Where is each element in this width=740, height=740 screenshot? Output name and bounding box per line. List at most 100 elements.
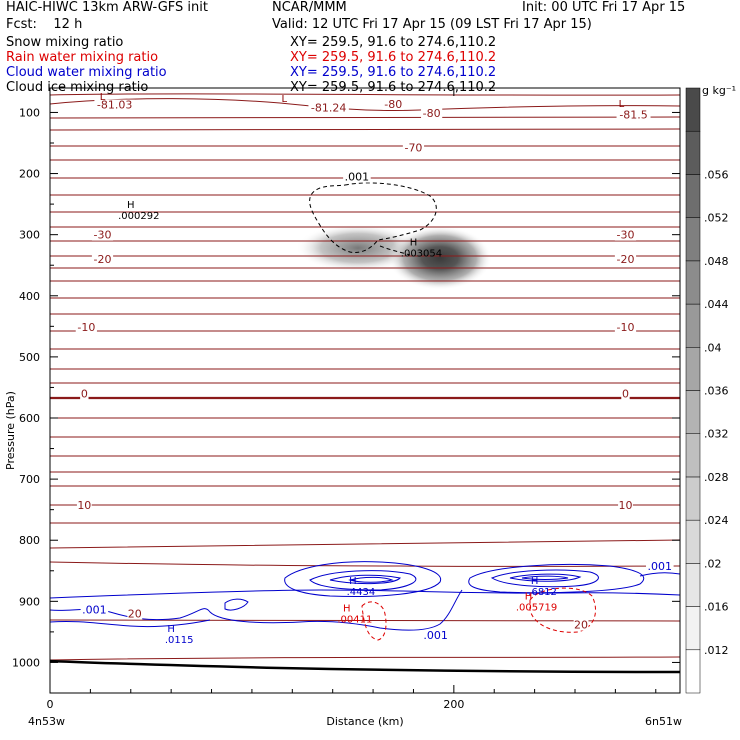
mixing-ratio-contour-label-bg [421,629,450,641]
field-xy-snow: XY= 259.5, 91.6 to 274.6,110.2 [290,35,497,50]
cloud-water-contour [224,598,249,611]
cloud-water-contour [521,575,569,580]
y-tick-label: 400 [19,290,40,303]
temperature-contour-label: -81.24 [311,102,346,115]
temperature-contour-label-bg [402,142,425,154]
temperature-contour [50,128,680,131]
temperature-contour-label: 0 [81,388,88,401]
colorbar-swatch [685,87,701,132]
colorbar-unit: g kg⁻¹ [702,84,736,97]
extremum-mark: L [281,94,287,105]
extremum-mark: H [349,576,357,587]
x-tick-label: 200 [443,698,464,711]
extremum-mark: H [343,604,351,615]
rain-water-contour [529,587,596,633]
colorbar-tick-label: .056 [704,168,729,181]
temperature-contour-label-bg [614,321,637,333]
x-tick-label: 0 [47,698,54,711]
field-xy-cloud-water: XY= 259.5, 91.6 to 274.6,110.2 [290,65,497,80]
temperature-contour-label-bg [618,499,633,511]
colorbar-swatch [685,606,701,651]
colorbar-tick-label: .016 [704,601,729,614]
colorbar-swatch [685,347,701,391]
temperature-contour-label: -30 [616,229,634,242]
temperature-contour-label: -80 [423,107,441,120]
cloud-water-contour [468,564,645,594]
snow-contour-dashed [309,182,437,253]
temperature-contour-label-bg [573,619,589,631]
colorbar-tick-label: .032 [704,428,729,441]
extremum-value: .6812 [528,587,557,598]
cloud-water-contour [490,569,599,588]
temperature-contour-label-bg [76,499,92,511]
temperature-contour-label-bg [127,608,143,620]
terrain-line [50,659,680,674]
field-xy-rain: XY= 259.5, 91.6 to 274.6,110.2 [290,50,497,65]
temperature-contour-label-bg [616,109,651,121]
colorbar-swatch [685,390,701,434]
y-tick-label: 100 [19,106,40,119]
mixing-ratio-contour-label-bg [646,560,674,572]
temperature-contour-label: 10 [618,499,632,512]
y-tick-label: 500 [19,351,40,364]
extremum-value: .003054 [401,249,442,260]
cloud-water-contour [309,570,417,591]
temperature-contour-label: 20 [574,619,588,632]
temperature-contour-label: -30 [94,229,112,242]
colorbar-tick-label: .052 [704,212,729,225]
model-title: HAIC-HIWC 13km ARW-GFS init [6,0,208,15]
temperature-contour-label-bg [421,108,443,120]
mixing-ratio-contour-label: .001 [82,603,107,616]
extremum-value: .005719 [516,603,557,614]
temperature-contour-label: -20 [94,253,112,266]
mixing-ratio-contour-label: .001 [423,629,448,642]
temperature-contour-label: 10 [77,499,91,512]
temperature-contour-label-bg [80,388,89,400]
cloud-water-contour [50,619,211,628]
colorbar-tick-label: .028 [704,471,729,484]
colorbar-swatch [685,217,701,262]
temperature-contour-label-bg [91,254,114,266]
temperature-contour-label-bg [621,388,630,400]
colorbar-swatch [685,433,701,478]
temperature-contour [50,116,680,119]
mixing-ratio-contour-label: .001 [648,560,673,573]
snow-contour-dashed [379,245,411,256]
y-tick-label: 200 [19,168,40,181]
temperature-contour-label: -20 [616,253,634,266]
colorbar-tick-label: .04 [704,341,722,354]
extremum-mark: H [167,624,175,635]
extremum-value: .00411 [337,615,372,626]
mixing-ratio-contour-label: .001 [345,171,370,184]
x-end-location: 6n51w [645,715,682,728]
extremum-value: .4434 [347,587,376,598]
mixing-ratio-contour-label-bg [343,171,371,183]
cloud-water-contour [639,572,680,577]
snow-shading-core [388,226,492,290]
y-tick-label: 700 [19,473,40,486]
valid-time: Valid: 12 UTC Fri 17 Apr 15 (09 LST Fri … [272,17,592,32]
temperature-contour [50,619,680,622]
temperature-contour-label: -10 [616,321,634,334]
extremum-mark: H [410,238,418,249]
y-tick-label: 900 [19,595,40,608]
temperature-contour-label: -10 [77,321,95,334]
extremum-mark: H [531,576,539,587]
temperature-contour-label-bg [382,98,404,110]
temperature-contour [50,98,680,112]
cloud-water-contour [329,574,401,585]
extremum-value: .000292 [118,211,159,222]
cloud-water-contour [284,561,442,597]
y-axis-title: Pressure (hPa) [4,391,17,470]
colorbar-tick-label: .044 [704,298,729,311]
colorbar-tick-label: .036 [704,385,729,398]
rain-water-contour [361,601,387,641]
temperature-contour [50,656,680,661]
temperature-contour-label-bg [308,102,349,114]
colorbar-swatch [685,476,701,521]
extremum-mark: L [100,92,106,103]
y-tick-label: 800 [19,534,40,547]
extremum-value: .0115 [165,635,194,646]
temperature-contour [50,539,680,549]
colorbar-swatch [685,303,701,348]
